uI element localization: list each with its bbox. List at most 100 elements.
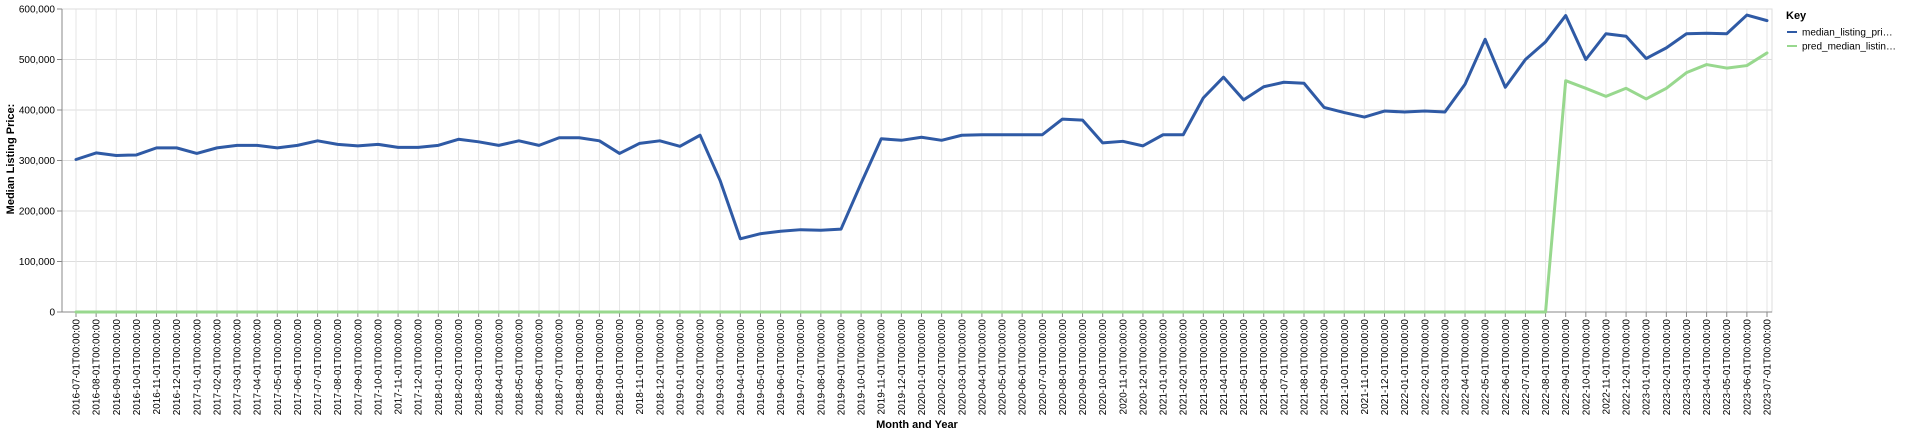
x-tick-label: 2022-07-01T00:00:00 [1521,319,1532,416]
gridlines [61,8,1773,313]
x-tick-label: 2019-09-01T00:00:00 [836,319,847,416]
x-tick-label: 2020-06-01T00:00:00 [1018,319,1029,416]
x-tick-label: 2017-01-01T00:00:00 [192,319,203,416]
x-tick-label: 2021-01-01T00:00:00 [1159,319,1170,416]
x-tick-label: 2022-12-01T00:00:00 [1622,319,1633,416]
x-tick-label: 2021-04-01T00:00:00 [1219,319,1230,416]
x-tick-label: 2019-10-01T00:00:00 [857,319,868,416]
x-tick-label: 2018-03-01T00:00:00 [474,319,485,416]
x-tick-label: 2020-10-01T00:00:00 [1098,319,1109,416]
x-tick-label: 2020-09-01T00:00:00 [1078,319,1089,416]
x-tick-label: 2019-07-01T00:00:00 [796,319,807,416]
x-tick-label: 2021-06-01T00:00:00 [1259,319,1270,416]
x-tick-label: 2019-02-01T00:00:00 [696,319,707,416]
x-tick-label: 2019-05-01T00:00:00 [756,319,767,416]
x-tick-label: 2018-02-01T00:00:00 [454,319,465,416]
x-tick-label: 2020-03-01T00:00:00 [957,319,968,416]
series-line-1 [74,13,1769,241]
x-tick-label: 2022-08-01T00:00:00 [1541,319,1552,416]
x-tick-label: 2018-11-01T00:00:00 [635,319,646,415]
x-tick-label: 2018-10-01T00:00:00 [615,319,626,416]
x-tick-label: 2019-04-01T00:00:00 [736,319,747,416]
axes: 0 100,000 200,000 300,000 400,000 500,000 600,… [19,5,1774,416]
x-tick-label: 2021-09-01T00:00:00 [1320,319,1331,416]
x-tick-label: 2019-06-01T00:00:00 [776,319,787,416]
series-line-2 [74,51,1769,314]
x-tick-label: 2017-10-01T00:00:00 [373,319,384,416]
y-tick-label: 600,000 [19,5,56,16]
y-tick-label: 400,000 [19,106,56,117]
x-tick-label: 2021-02-01T00:00:00 [1179,319,1190,416]
x-tick-label: 2018-12-01T00:00:00 [655,319,666,416]
x-tick-label: 2023-06-01T00:00:00 [1742,319,1753,416]
x-tick-label: 2022-10-01T00:00:00 [1581,319,1592,416]
x-tick-label: 2017-07-01T00:00:00 [313,319,324,416]
x-tick-label: 2018-08-01T00:00:00 [575,319,586,416]
x-tick-label: 2018-05-01T00:00:00 [514,319,525,416]
x-tick-label: 2022-11-01T00:00:00 [1601,319,1612,415]
x-tick-label: 2017-08-01T00:00:00 [333,319,344,416]
legend: Key median_listing_pri… pred_median_listi… [1786,10,1896,53]
x-tick-label: 2021-11-01T00:00:00 [1360,319,1371,415]
y-tick-label: 200,000 [19,207,56,218]
x-tick-label: 2017-03-01T00:00:00 [233,319,244,416]
x-tick-label: 2016-07-01T00:00:00 [72,319,83,416]
x-tick-label: 2017-09-01T00:00:00 [353,319,364,416]
x-tick-label: 2018-06-01T00:00:00 [535,319,546,416]
x-tick-label: 2021-08-01T00:00:00 [1299,319,1310,416]
x-tick-label: 2021-03-01T00:00:00 [1199,319,1210,416]
x-tick-label: 2022-04-01T00:00:00 [1461,319,1472,416]
legend-label: pred_median_listin… [1802,42,1896,53]
x-tick-label: 2021-10-01T00:00:00 [1340,319,1351,416]
y-tick-label: 500,000 [19,55,56,66]
x-tick-label: 2023-02-01T00:00:00 [1662,319,1673,416]
x-tick-label: 2022-09-01T00:00:00 [1561,319,1572,416]
x-tick-label: 2019-08-01T00:00:00 [816,319,827,416]
x-axis-title: Month and Year [876,419,958,431]
x-tick-label: 2016-10-01T00:00:00 [132,319,143,416]
x-tick-label: 2017-05-01T00:00:00 [273,319,284,416]
x-tick-label: 2019-11-01T00:00:00 [877,319,888,415]
x-tick-label: 2022-02-01T00:00:00 [1420,319,1431,416]
x-tick-label: 2020-01-01T00:00:00 [917,319,928,416]
x-tick-label: 2017-02-01T00:00:00 [212,319,223,416]
series-lines [74,13,1769,314]
x-tick-label: 2017-04-01T00:00:00 [253,319,264,416]
x-tick-label: 2023-03-01T00:00:00 [1682,319,1693,416]
x-tick-label: 2019-01-01T00:00:00 [675,319,686,416]
x-tick-label: 2017-06-01T00:00:00 [293,319,304,416]
x-tick-label: 2021-12-01T00:00:00 [1380,319,1391,416]
x-tick-label: 2023-05-01T00:00:00 [1722,319,1733,416]
y-tick-label: 300,000 [19,156,56,167]
x-tick-label: 2022-01-01T00:00:00 [1400,319,1411,416]
x-tick-label: 2016-08-01T00:00:00 [92,319,103,416]
x-tick-label: 2020-07-01T00:00:00 [1038,319,1049,416]
x-tick-label: 2016-12-01T00:00:00 [172,319,183,416]
x-tick-label: 2022-03-01T00:00:00 [1440,319,1451,416]
y-tick-label: 0 [49,308,55,319]
x-tick-label: 2018-07-01T00:00:00 [555,319,566,416]
x-tick-label: 2017-12-01T00:00:00 [414,319,425,416]
x-tick-label: 2018-01-01T00:00:00 [434,319,445,416]
x-tick-label: 2020-05-01T00:00:00 [998,319,1009,416]
x-tick-label: 2018-04-01T00:00:00 [494,319,505,416]
x-tick-label: 2022-05-01T00:00:00 [1481,319,1492,416]
x-tick-label: 2021-05-01T00:00:00 [1239,319,1250,416]
x-tick-label: 2023-01-01T00:00:00 [1642,319,1653,416]
x-tick-label: 2022-06-01T00:00:00 [1501,319,1512,416]
x-tick-label: 2018-09-01T00:00:00 [595,319,606,416]
x-tick-label: 2021-07-01T00:00:00 [1279,319,1290,416]
y-axis-title: Median Listing Price: [5,104,17,215]
x-tick-label: 2023-07-01T00:00:00 [1763,319,1774,416]
x-tick-label: 2016-11-01T00:00:00 [152,319,163,415]
x-tick-label: 2019-12-01T00:00:00 [897,319,908,416]
x-tick-label: 2016-09-01T00:00:00 [112,319,123,416]
x-tick-label: 2023-04-01T00:00:00 [1702,319,1713,416]
x-tick-label: 2019-03-01T00:00:00 [716,319,727,416]
y-tick-label: 100,000 [19,257,56,268]
legend-label: median_listing_pri… [1802,28,1893,39]
legend-title: Key [1786,10,1807,22]
x-tick-label: 2020-12-01T00:00:00 [1138,319,1149,416]
x-tick-label: 2020-11-01T00:00:00 [1118,319,1129,415]
